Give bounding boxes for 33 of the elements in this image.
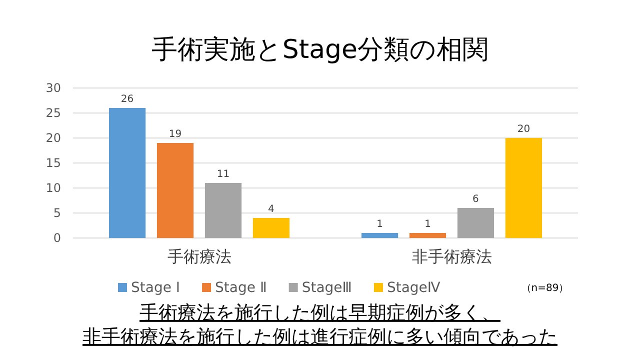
legend-label: StageⅢ xyxy=(302,280,352,296)
data-label: 4 xyxy=(268,204,274,215)
y-tick-label: 15 xyxy=(46,156,61,170)
y-tick-label: 25 xyxy=(46,106,61,120)
data-label: 11 xyxy=(216,169,230,180)
y-tick-label: 5 xyxy=(53,206,61,220)
y-tick-label: 0 xyxy=(53,231,61,245)
data-label: 1 xyxy=(376,219,383,230)
text: （n=89） xyxy=(521,283,569,294)
data-label: 1 xyxy=(424,219,431,230)
legend-label: Stage Ⅱ xyxy=(215,280,267,296)
text: 手術療法を施行した例は早期症例が多く、 xyxy=(140,302,500,324)
bar xyxy=(361,233,398,238)
chart-title: 手術実施とStage分類の相関 xyxy=(151,35,489,65)
bar xyxy=(156,143,194,238)
legend-label: StageⅣ xyxy=(386,280,440,296)
bar xyxy=(204,183,242,238)
x-tick-label: 非手術療法 xyxy=(412,247,492,266)
data-label: 6 xyxy=(472,194,479,205)
bar xyxy=(505,138,542,238)
text: 非手術療法を施行した例は進行症例に多い傾向であった xyxy=(82,326,558,348)
bar xyxy=(252,218,290,238)
bar xyxy=(409,233,446,238)
y-tick-label: 20 xyxy=(46,131,61,145)
y-tick-label: 10 xyxy=(46,181,61,195)
data-label: 19 xyxy=(168,129,182,140)
bar xyxy=(457,208,494,238)
data-label: 20 xyxy=(517,124,530,135)
legend-label: Stage Ⅰ xyxy=(131,280,180,296)
data-label: 26 xyxy=(120,94,134,105)
y-tick-label: 30 xyxy=(46,81,61,95)
x-tick-label: 手術療法 xyxy=(167,247,232,266)
bar xyxy=(108,108,146,238)
